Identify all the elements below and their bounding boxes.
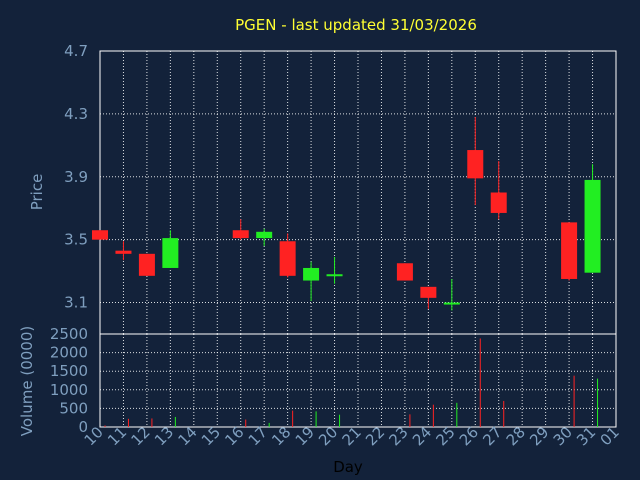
volume-axis-label: Volume (0000) [18, 326, 36, 436]
candle-body [92, 230, 108, 240]
candle-body [115, 250, 132, 254]
volume-tick-label: 2000 [50, 344, 88, 362]
candle-body [256, 231, 273, 239]
price-tick-label: 3.5 [64, 231, 88, 249]
candle-body [561, 222, 578, 279]
candle-body [467, 150, 484, 179]
candle-body [232, 230, 249, 239]
candle-body [303, 267, 320, 281]
volume-tick-label: 2500 [50, 325, 88, 343]
candle-body [138, 253, 155, 276]
volume-tick-label: 1000 [50, 381, 88, 399]
candle-body [490, 192, 507, 213]
price-tick-label: 4.3 [64, 105, 88, 123]
volume-tick-label: 500 [59, 399, 88, 417]
candle-body [420, 286, 437, 298]
candle-body [326, 274, 343, 277]
candle-body [279, 241, 296, 276]
price-axis-label: Price [28, 174, 46, 211]
price-panel: 3.1 3.5 3.9 4.3 4.7 [64, 42, 617, 335]
x-axis-label: Day [333, 458, 363, 476]
volume-panel: 0500100015002000250010111213141516171819… [50, 325, 623, 449]
candle-body [584, 179, 601, 273]
volume-tick-label: 1500 [50, 362, 88, 380]
volume-tick-label: 0 [78, 418, 88, 436]
candle-body [162, 238, 179, 268]
candle-body [396, 263, 413, 281]
price-tick-label: 3.1 [64, 294, 88, 312]
price-tick-label: 3.9 [64, 168, 88, 186]
volume-plot-frame [99, 333, 617, 428]
candle-body [443, 302, 460, 305]
price-tick-label: 4.7 [64, 42, 88, 60]
chart-title: PGEN - last updated 31/03/2026 [235, 16, 477, 34]
